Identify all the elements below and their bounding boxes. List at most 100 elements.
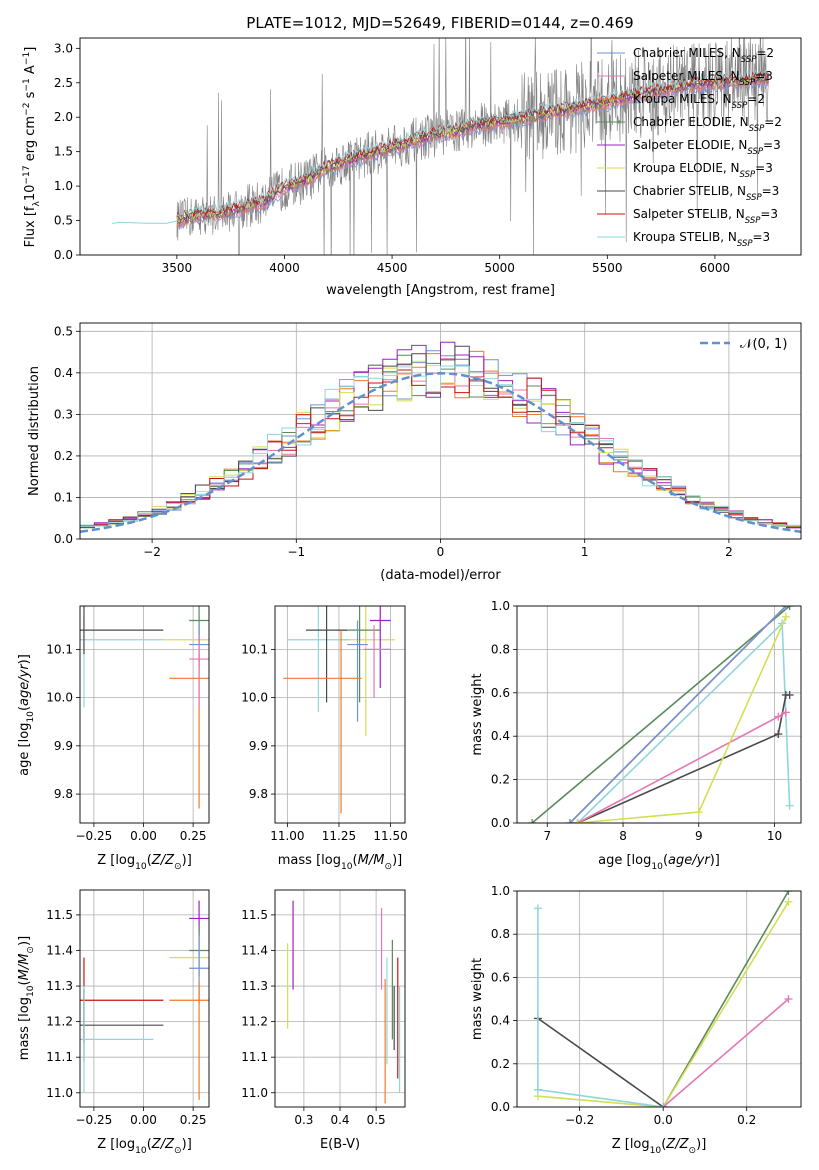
label-part: Z [log (97, 1137, 135, 1152)
tick-label-y: 11.0 (46, 1086, 73, 1100)
label-part: 10 (135, 862, 147, 872)
tick-label-y: 9.8 (249, 787, 268, 801)
ageZ-xlabel: Z [log10(Z/Z⊙)] (97, 853, 192, 872)
panel-mass_vs_ebv: 0.3 0.4 0.5 11.0 11.1 11.2 11.3 11.4 11.5 E(B-V) (241, 889, 406, 1152)
weight-line-kroupa_stelib (577, 621, 791, 823)
label-part: ( (663, 853, 668, 868)
tick-label-x: 0.25 (180, 1113, 207, 1127)
plot-area (112, 38, 769, 255)
tick-label-x: −0.25 (76, 1113, 113, 1127)
tick-label-y: 11.3 (241, 979, 268, 993)
label-part: mass [log (278, 853, 341, 868)
tick-label-x: 11.00 (270, 829, 304, 843)
legend-label: Chabrier STELIB, NSSP=3 (633, 184, 779, 203)
legend-label: Chabrier MILES, NSSP=2 (633, 46, 774, 65)
tick-label-y: 11.2 (46, 1015, 73, 1029)
label-part: mass [log (17, 997, 32, 1060)
tick-label-y: 0.2 (54, 449, 73, 463)
weight-line-salpeter_miles (577, 711, 787, 823)
tick-label-y: 0.3 (54, 407, 73, 421)
tick-label-x: 0.4 (330, 1113, 349, 1127)
tick-label-x: −2 (143, 545, 161, 559)
normal-curve (79, 372, 802, 533)
tick-label-y: 9.9 (54, 739, 73, 753)
label-part: −17 (22, 165, 32, 184)
tick-label-y: 10.1 (46, 642, 73, 656)
tick-label-y: 0.0 (54, 248, 73, 262)
tick-label-x: 0.0 (654, 1113, 673, 1127)
plot-area (80, 900, 209, 1100)
tick-label-y: 11.2 (241, 1015, 268, 1029)
label-part: ( (661, 1137, 666, 1152)
weight-line-kroupa_stelib (537, 1088, 664, 1107)
tick-label-y: 0.0 (491, 816, 510, 830)
legend-label: Salpeter ELODIE, NSSP=3 (633, 138, 781, 157)
label-part: )] (182, 853, 192, 868)
tick-label-x: 8 (619, 829, 627, 843)
label-part: age/yr (17, 663, 32, 706)
axes-frame (516, 890, 802, 1108)
weight_vs_age-ylabel: mass weight (470, 673, 485, 755)
weight-line-chabrier_stelib (577, 694, 790, 823)
weight_vs_Z-xlabel: Z [log10(Z/Z⊙)] (612, 1137, 707, 1156)
plot-area (80, 606, 209, 809)
tick-label-x: −1 (287, 545, 305, 559)
panel-weight_vs_age: 7 8 9 10 0.0 0.2 0.4 0.6 0.8 1.0 mass weight age [l… (470, 599, 802, 872)
tick-label-x: −0.25 (76, 829, 113, 843)
tick-label-x: 11.25 (322, 829, 356, 843)
spectrum-title: PLATE=1012, MJD=52649, FIBERID=0144, z=0… (246, 14, 633, 32)
tick-label-y: 1.5 (54, 145, 73, 159)
tick-label-y: 11.4 (46, 943, 73, 957)
model-kroupa_stelib (176, 68, 769, 217)
weight-line-chabrier_elodie (531, 606, 791, 823)
ageZ-ylabel: age [log10(age/yr)] (17, 654, 36, 776)
tick-label-y: 9.9 (249, 739, 268, 753)
weight-line-chabrier_stelib (537, 1017, 664, 1107)
label-part: ⊙ (174, 1146, 182, 1156)
plot-area (528, 606, 794, 823)
label-part: Z/Z (151, 853, 175, 868)
tick-label-y: 3.0 (54, 41, 73, 55)
tick-label-x: 7 (543, 829, 551, 843)
label-part: ( (147, 1137, 152, 1152)
label-part: )] (710, 853, 720, 868)
tick-label-x: 0.5 (367, 1113, 386, 1127)
tick-label-x: 0.00 (130, 829, 157, 843)
tick-label-y: 11.4 (241, 943, 268, 957)
tick-label-x: −0.2 (565, 1113, 594, 1127)
weight-line-kroupa_elodie (537, 901, 790, 1107)
plot-area (533, 891, 793, 1107)
tick-label-y: 0.6 (491, 970, 510, 984)
weight_vs_age-xlabel: age [log10(age/yr)] (598, 853, 720, 872)
panel-residuals: −2 −1 0 1 2 0.0 0.1 0.2 0.3 0.4 0.5 (data-model)/er… (27, 322, 802, 583)
legend-label: Chabrier ELODIE, NSSP=2 (633, 115, 782, 134)
label-part: ( (17, 980, 32, 985)
label-part: ( (353, 853, 358, 868)
tick-label-y: 1.0 (491, 599, 510, 613)
tick-label-y: 0.0 (54, 532, 73, 546)
tick-label-x: 5000 (484, 261, 515, 275)
label-part: 10 (23, 185, 38, 202)
tick-label-y: 1.0 (54, 179, 73, 193)
label-part: 10 (135, 1146, 147, 1156)
ebv-xlabel: E(B-V) (320, 1137, 360, 1152)
label-part: )] (17, 936, 32, 946)
tick-label-y: 0.4 (54, 366, 73, 380)
tick-label-x: 11.50 (373, 829, 407, 843)
tick-label-y: 0.8 (491, 642, 510, 656)
label-part: λ (32, 201, 42, 207)
model-chabrier_miles (176, 80, 769, 230)
tick-label-y: 2.5 (54, 76, 73, 90)
residual-xlabel: (data-model)/error (380, 568, 501, 583)
label-part: −2 (22, 103, 32, 116)
tick-label-y: 11.1 (241, 1050, 268, 1064)
axes-frame (79, 889, 210, 1108)
tick-label-x: 4000 (269, 261, 300, 275)
tick-label-x: 6000 (700, 261, 731, 275)
tick-label-x: 0 (437, 545, 445, 559)
tick-label-x: 0.3 (294, 1113, 313, 1127)
tick-label-y: 2.0 (54, 110, 73, 124)
tick-label-y: 0.8 (491, 927, 510, 941)
label-part: age [log (598, 853, 651, 868)
weight-line-chabrier_miles (569, 606, 787, 823)
